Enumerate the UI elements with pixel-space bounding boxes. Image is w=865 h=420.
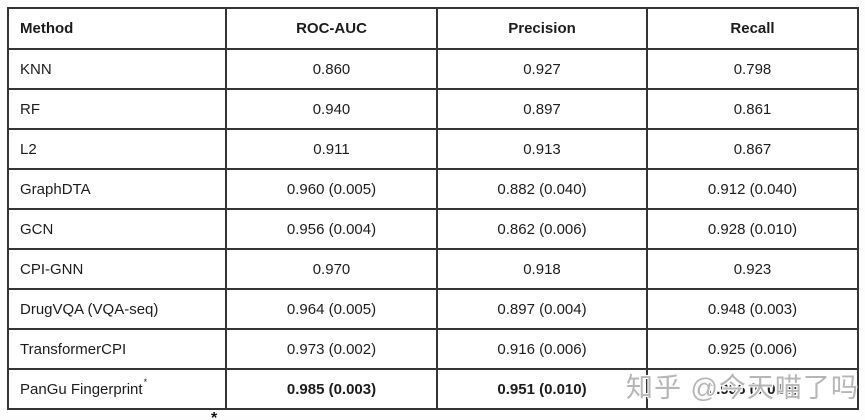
method-cell: GraphDTA [7, 168, 227, 210]
table-row: DrugVQA (VQA-seq) 0.964 (0.005) 0.897 (0… [7, 288, 859, 330]
recall-cell: 0.928 (0.010) [646, 208, 859, 250]
recall-cell: 0.867 [646, 128, 859, 170]
method-cell: TransformerCPI [7, 328, 227, 370]
roc-auc-cell: 0.956 (0.004) [225, 208, 438, 250]
method-cell: KNN [7, 48, 227, 90]
column-header-recall: Recall [646, 7, 859, 50]
recall-cell: 0.861 [646, 88, 859, 130]
precision-cell: 0.897 [436, 88, 648, 130]
table-row: TransformerCPI 0.973 (0.002) 0.916 (0.00… [7, 328, 859, 370]
method-asterisk: * [143, 377, 148, 387]
method-cell: DrugVQA (VQA-seq) [7, 288, 227, 330]
table-row: CPI-GNN 0.970 0.918 0.923 [7, 248, 859, 290]
precision-cell: 0.918 [436, 248, 648, 290]
recall-cell: 0.936 (0.015) [646, 368, 859, 410]
precision-cell: 0.862 (0.006) [436, 208, 648, 250]
precision-cell: 0.882 (0.040) [436, 168, 648, 210]
footnote-asterisk-partial: * [211, 412, 223, 419]
precision-cell: 0.913 [436, 128, 648, 170]
recall-cell: 0.798 [646, 48, 859, 90]
roc-auc-cell: 0.985 (0.003) [225, 368, 438, 410]
roc-auc-cell: 0.911 [225, 128, 438, 170]
table-row-pangu: PanGu Fingerprint* 0.985 (0.003) 0.951 (… [7, 368, 859, 410]
roc-auc-cell: 0.960 (0.005) [225, 168, 438, 210]
precision-cell: 0.916 (0.006) [436, 328, 648, 370]
roc-auc-cell: 0.860 [225, 48, 438, 90]
table-header-row: Method ROC-AUC Precision Recall [7, 7, 859, 50]
method-cell: PanGu Fingerprint* [7, 368, 227, 410]
results-table: Method ROC-AUC Precision Recall KNN 0.86… [7, 7, 859, 410]
table-row: KNN 0.860 0.927 0.798 [7, 48, 859, 90]
method-cell: GCN [7, 208, 227, 250]
column-header-roc-auc: ROC-AUC [225, 7, 438, 50]
table-row: RF 0.940 0.897 0.861 [7, 88, 859, 130]
recall-cell: 0.923 [646, 248, 859, 290]
recall-cell: 0.912 (0.040) [646, 168, 859, 210]
column-header-method: Method [7, 7, 227, 50]
method-cell: CPI-GNN [7, 248, 227, 290]
recall-cell: 0.948 (0.003) [646, 288, 859, 330]
recall-cell: 0.925 (0.006) [646, 328, 859, 370]
roc-auc-cell: 0.964 (0.005) [225, 288, 438, 330]
precision-cell: 0.951 (0.010) [436, 368, 648, 410]
method-cell: L2 [7, 128, 227, 170]
method-cell: RF [7, 88, 227, 130]
roc-auc-cell: 0.940 [225, 88, 438, 130]
table-row: GraphDTA 0.960 (0.005) 0.882 (0.040) 0.9… [7, 168, 859, 210]
table-row: L2 0.911 0.913 0.867 [7, 128, 859, 170]
precision-cell: 0.927 [436, 48, 648, 90]
method-label: PanGu Fingerprint [20, 381, 143, 398]
column-header-precision: Precision [436, 7, 648, 50]
precision-cell: 0.897 (0.004) [436, 288, 648, 330]
roc-auc-cell: 0.973 (0.002) [225, 328, 438, 370]
roc-auc-cell: 0.970 [225, 248, 438, 290]
table-row: GCN 0.956 (0.004) 0.862 (0.006) 0.928 (0… [7, 208, 859, 250]
